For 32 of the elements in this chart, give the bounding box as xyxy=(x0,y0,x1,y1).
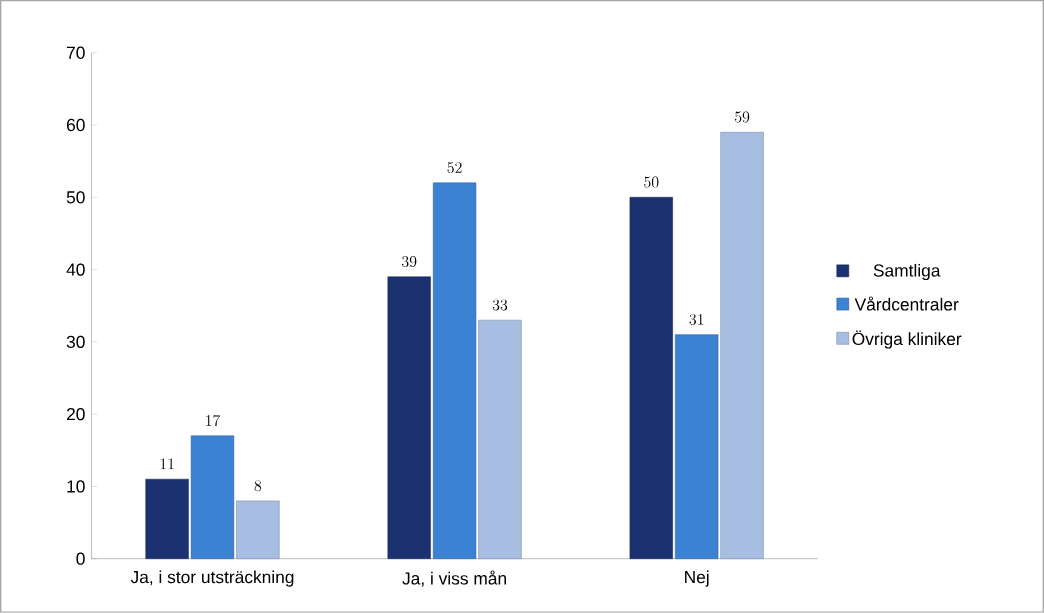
data-label: 31 xyxy=(689,314,704,326)
x-tick-label: Nej xyxy=(685,570,709,587)
bar xyxy=(387,276,431,560)
y-tick-label: 70 xyxy=(67,46,85,59)
data-label: 59 xyxy=(734,111,750,123)
legend-label: Vårdcentraler xyxy=(854,296,959,311)
bar xyxy=(145,479,189,560)
legend-label: Samtliga xyxy=(873,264,941,281)
bar xyxy=(720,132,764,560)
bar xyxy=(478,320,522,560)
data-label: 52 xyxy=(447,162,462,174)
y-tick-label: 30 xyxy=(66,335,85,349)
bar xyxy=(432,182,477,560)
x-tick-label: Ja, i stor utsträckning xyxy=(130,570,294,587)
x-tick-label: Ja, i viss mån xyxy=(402,570,506,587)
data-label: 33 xyxy=(492,299,508,311)
data-label: 8 xyxy=(254,480,262,492)
data-label: 39 xyxy=(402,256,417,268)
legend-label: Övriga kliniker xyxy=(852,330,962,349)
bar xyxy=(190,435,235,560)
y-tick-label: 40 xyxy=(66,263,85,276)
y-tick-label: 20 xyxy=(66,408,85,421)
bar xyxy=(236,500,280,560)
y-tick-label: 0 xyxy=(76,552,85,565)
y-tick-label: 50 xyxy=(66,191,85,204)
data-label: 11 xyxy=(160,458,174,470)
data-label: 50 xyxy=(644,176,659,188)
y-tick-label: 10 xyxy=(67,480,85,493)
bar xyxy=(629,197,673,560)
y-tick-label: 60 xyxy=(66,118,85,132)
data-label: 17 xyxy=(206,415,221,427)
bar xyxy=(675,334,719,560)
